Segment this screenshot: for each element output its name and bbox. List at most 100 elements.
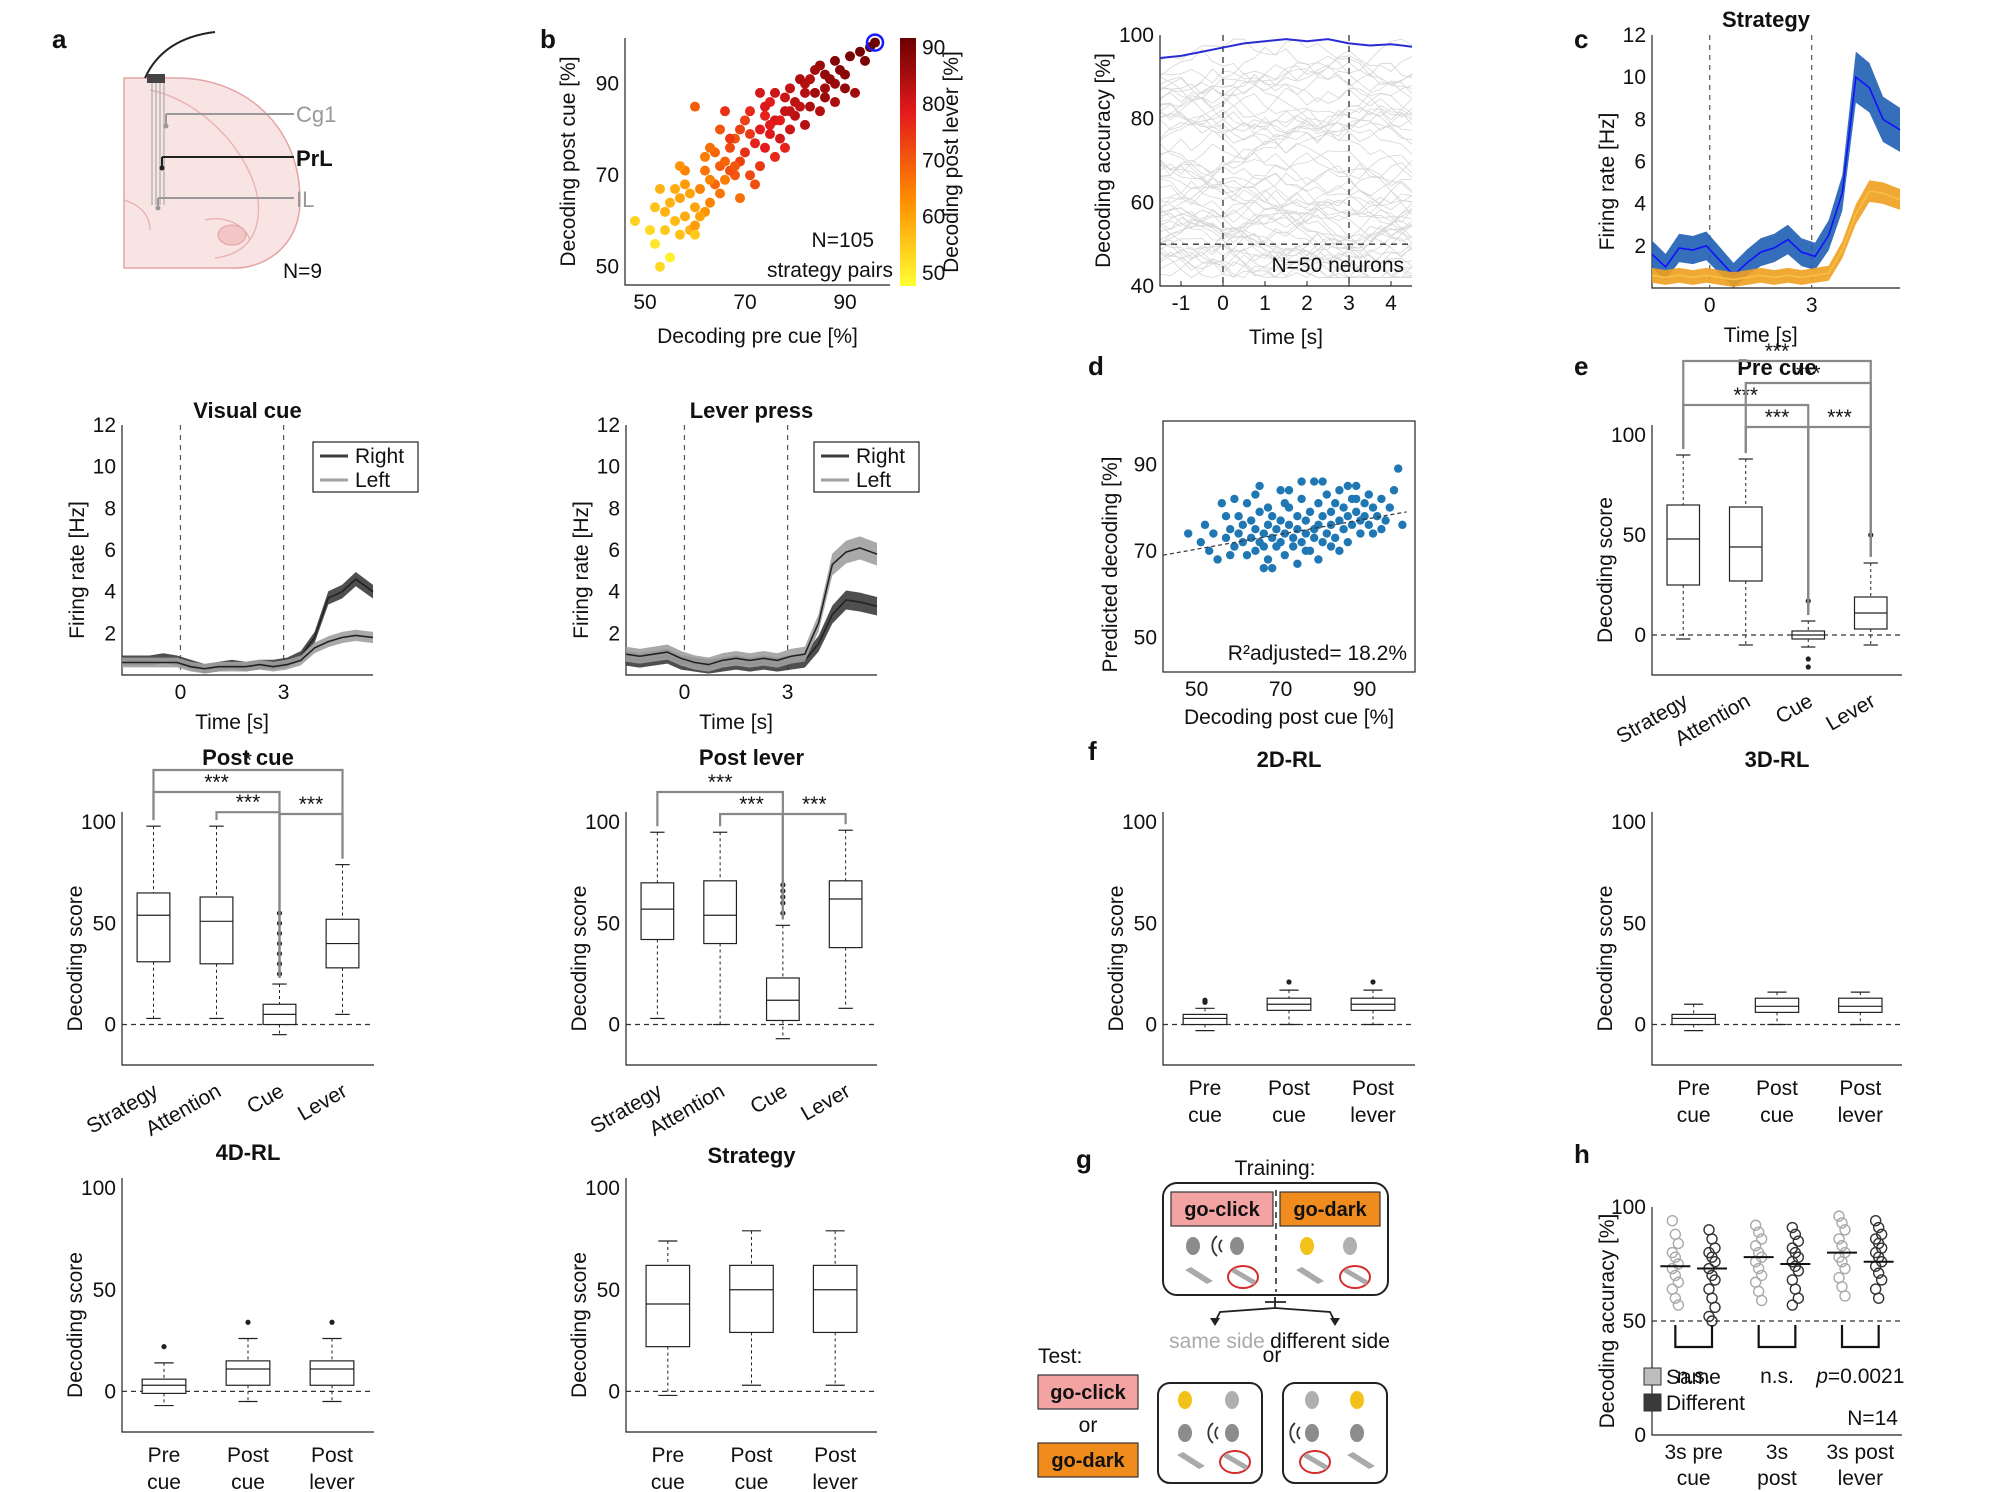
- decoding-accuracy-chart: -1 0 1 2 3 4 40 60 80 100 Time [s] Decoding accurac…: [1092, 24, 1413, 349]
- chart-title: Post lever: [699, 745, 805, 770]
- data-point: [1251, 490, 1260, 499]
- y-tick-label: 8: [104, 497, 116, 520]
- comparison-bracket: [1840, 1325, 1880, 1349]
- y-tick-label: 8: [608, 497, 620, 520]
- same-point: [1666, 1214, 1679, 1227]
- data-point: [785, 106, 795, 117]
- category-label: cue: [1677, 1104, 1711, 1127]
- colorbar-tick-label: 60: [922, 206, 945, 229]
- y-tick-label: 100: [81, 811, 116, 834]
- lever-icon: [1296, 1267, 1324, 1284]
- y-tick-label: 50: [1623, 524, 1646, 547]
- data-point: [665, 197, 675, 208]
- colorbar-tick-label: 70: [922, 149, 945, 172]
- series-line: [1651, 75, 1901, 277]
- data-point: [1226, 550, 1235, 560]
- data-point: [1389, 486, 1399, 495]
- data-point: [1301, 546, 1311, 556]
- background-trace: [1159, 162, 1413, 233]
- x-axis-label: Time [s]: [195, 711, 269, 734]
- data-point: [660, 206, 670, 217]
- x-tick-label: -1: [1172, 292, 1191, 315]
- same-point: [1672, 1237, 1685, 1250]
- data-point: [690, 101, 700, 112]
- panel-label-b: b: [540, 24, 556, 54]
- different-point: [1792, 1292, 1805, 1304]
- data-point: [650, 238, 660, 249]
- y-tick-label: 50: [1623, 912, 1646, 935]
- data-point: [1343, 481, 1353, 491]
- data-point: [1263, 520, 1273, 530]
- data-point: [1339, 503, 1348, 512]
- data-point: [650, 202, 660, 213]
- outlier: [1805, 656, 1811, 662]
- y-axis-label: Decoding accuracy [%]: [1596, 1214, 1619, 1429]
- plot-axes: [625, 812, 877, 1066]
- y-tick-label: 100: [1119, 24, 1154, 47]
- data-point: [1326, 507, 1336, 517]
- background-trace: [1159, 83, 1413, 145]
- plot-axes: [625, 1178, 877, 1433]
- data-point: [785, 124, 795, 135]
- x-tick-label: 50: [633, 291, 656, 314]
- y-tick-label: 4: [608, 581, 620, 604]
- data-point: [670, 215, 680, 226]
- background-trace: [1159, 68, 1413, 178]
- outlier: [1370, 979, 1376, 985]
- x-tick-label: 0: [1704, 294, 1716, 317]
- y-tick-label: 100: [585, 1177, 620, 1200]
- same-point: [1666, 1262, 1679, 1275]
- data-point: [1230, 494, 1239, 504]
- significance-label: ***: [1796, 362, 1821, 385]
- x-tick-label: 3: [1806, 294, 1818, 317]
- data-point: [1356, 529, 1365, 538]
- y-tick-label: 6: [608, 539, 620, 562]
- category-label: cue: [147, 1471, 181, 1492]
- data-point: [665, 252, 675, 263]
- box: [199, 896, 234, 965]
- data-point: [1230, 542, 1239, 551]
- background-trace: [1159, 164, 1413, 209]
- same-point: [1839, 1290, 1851, 1302]
- data-point: [860, 55, 870, 66]
- colorbar-ticks: 50 60 70 80 90: [922, 37, 945, 285]
- y-tick-label: 90: [596, 73, 619, 96]
- category-label: lever: [812, 1471, 858, 1492]
- category-label: lever: [1838, 1467, 1884, 1490]
- background-trace: [1159, 206, 1413, 241]
- data-point: [1318, 537, 1327, 547]
- strategy-firing-rate-chart: 0 3 2 4 6 8 10 12 Time [s] Firing rate [Hz] Strate…: [1596, 7, 1901, 347]
- same-point: [1839, 1262, 1851, 1275]
- data-point: [740, 147, 750, 158]
- data-point: [735, 193, 745, 204]
- data-point: [780, 92, 790, 103]
- data-point: [1322, 490, 1332, 499]
- mean-trace: [1159, 38, 1413, 60]
- same-point: [1672, 1299, 1685, 1311]
- data-point: [730, 161, 740, 172]
- data-point: [760, 101, 770, 112]
- highlight-marker: [865, 33, 885, 52]
- y-tick-label: 50: [597, 1279, 620, 1302]
- y-tick-label: 100: [1611, 1196, 1646, 1219]
- scatter-chart-b: 50 70 90 50 70 90 Decoding pre cue [%] Decoding…: [557, 33, 893, 348]
- data-point: [1276, 516, 1285, 525]
- box: [812, 1264, 858, 1334]
- data-point: [1301, 516, 1311, 525]
- colorbar: [900, 38, 916, 286]
- data-point: [780, 142, 790, 153]
- panel-label-g: g: [1076, 1144, 1092, 1174]
- data-point: [705, 142, 715, 153]
- same-point: [1672, 1276, 1685, 1288]
- background-trace: [1159, 231, 1413, 260]
- significance-bracket: [152, 768, 344, 859]
- 4d-rl-boxplot: 0 50 100 Decoding score Pre cue Post cue Post lev…: [64, 1140, 374, 1492]
- data-point: [805, 101, 815, 112]
- data-point: [1310, 533, 1319, 543]
- x-axis-label: Time [s]: [699, 711, 773, 734]
- significance-label: ***: [1827, 406, 1852, 429]
- sem-band: [626, 536, 877, 672]
